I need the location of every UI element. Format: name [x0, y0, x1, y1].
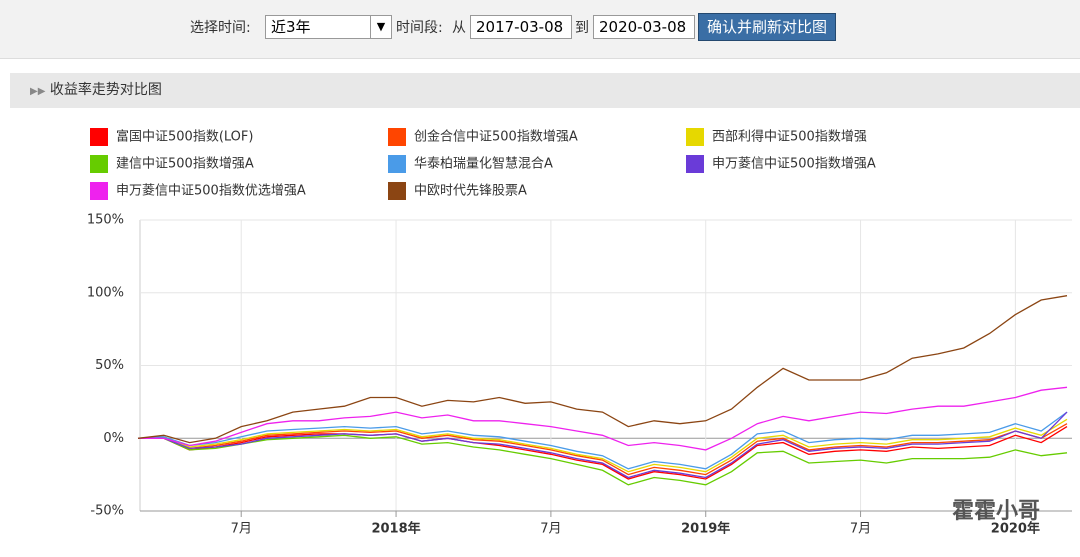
- section-title: 收益率走势对比图: [49, 82, 162, 98]
- legend-label: 中欧时代先锋股票A: [414, 184, 527, 199]
- toolbar: 选择时间: 近3年 ▼ 时间段: 从 2017-03-08 到 2020-03-0…: [0, 0, 1080, 59]
- to-input[interactable]: 2020-03-08: [593, 15, 695, 39]
- watermark: 霍霍小哥: [952, 499, 1040, 524]
- legend-swatch: [90, 155, 108, 173]
- from-label: 从: [452, 20, 466, 36]
- series-line: [138, 411, 1068, 479]
- legend-label: 建信中证500指数增强A: [116, 157, 254, 172]
- y-tick-label: 150%: [87, 213, 124, 228]
- series-line: [137, 411, 1068, 470]
- legend-swatch: [686, 128, 704, 146]
- time-label: 选择时间:: [190, 20, 251, 36]
- to-label: 到: [575, 20, 589, 36]
- refresh-button[interactable]: 确认并刷新对比图: [698, 13, 837, 41]
- y-tick-label: 100%: [87, 285, 124, 300]
- x-tick-label: 2020年: [991, 521, 1040, 537]
- legend-label: 创金合信中证500指数增强A: [414, 129, 578, 145]
- select-arrow: ▼: [370, 16, 391, 38]
- section-icon: ▶▶: [30, 86, 46, 97]
- section-header: ▶▶ 收益率走势对比图: [10, 73, 1080, 108]
- legend-label: 申万菱信中证500指数优选增强A: [116, 184, 306, 199]
- legend-swatch: [388, 182, 406, 200]
- legend-swatch: [686, 155, 704, 173]
- legend-swatch: [90, 182, 108, 200]
- y-tick-label: -50%: [90, 504, 124, 519]
- series-line: [137, 418, 1068, 473]
- x-tick-label: 7月: [850, 522, 871, 537]
- x-tick-label: 7月: [231, 522, 252, 537]
- legend-label: 西部利得中证500指数增强: [712, 129, 867, 145]
- period-label: 时间段:: [396, 20, 443, 36]
- legend-swatch: [388, 155, 406, 173]
- select-value: 近3年: [271, 18, 311, 36]
- series-line: [137, 295, 1068, 444]
- time-select[interactable]: 近3年 ▼: [265, 15, 392, 39]
- series-line: [138, 386, 1068, 451]
- from-input[interactable]: 2017-03-08: [470, 15, 572, 39]
- y-tick-label: 0%: [103, 431, 124, 446]
- x-tick-label: 2019年: [681, 521, 730, 537]
- legend-swatch: [90, 128, 108, 146]
- y-tick-label: 50%: [95, 358, 124, 373]
- legend-label: 申万菱信中证500指数增强A: [712, 157, 876, 172]
- legend-swatch: [388, 128, 406, 146]
- series-line: [138, 423, 1068, 476]
- x-tick-label: 2018年: [371, 521, 420, 537]
- series-line: [138, 426, 1068, 480]
- legend-label: 富国中证500指数(LOF): [116, 129, 253, 145]
- legend-label: 华泰柏瑞量化智慧混合A: [414, 156, 553, 172]
- x-tick-label: 7月: [540, 522, 561, 537]
- series-line: [138, 434, 1068, 486]
